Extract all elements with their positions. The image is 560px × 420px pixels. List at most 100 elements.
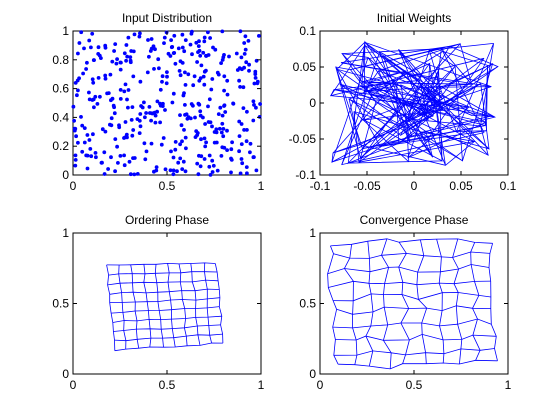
scatter-point [221,126,226,131]
scatter-point [102,172,107,176]
scatter-point [244,139,249,144]
scatter-point [251,155,256,160]
scatter-point [196,172,201,177]
scatter-point [153,120,158,125]
scatter-point [90,31,95,36]
scatter-point [239,142,244,147]
scatter-point [132,32,137,37]
scatter-point [170,100,175,105]
scatter-point [195,161,200,166]
scatter-point [157,66,161,71]
scatter-point [140,105,145,110]
scatter-point [217,126,222,131]
scatter-point [180,139,184,144]
scatter-point [180,167,185,172]
x-tick-label: 0 [70,378,77,392]
x-tick-label: 1 [258,378,265,392]
scatter-point [199,63,204,68]
scatter-point [177,69,182,73]
scatter-point [196,50,200,54]
scatter-point [87,38,92,43]
scatter-point [124,132,129,137]
scatter-point [82,46,86,51]
scatter-point [199,137,203,142]
scatter-point [118,97,123,101]
scatter-point [99,56,103,60]
scatter-point [211,45,215,50]
scatter-point [124,58,128,63]
scatter-point [147,54,151,59]
scatter-point [178,113,182,117]
scatter-point [126,88,131,92]
scatter-point [237,134,242,139]
scatter-point [209,87,214,92]
scatter-point [238,171,243,176]
grid-row-line [109,288,220,295]
y-tick-label: 1 [62,24,69,38]
scatter-point [258,102,262,106]
scatter-point [182,49,187,54]
scatter-point [214,130,219,135]
grid-column-line [335,49,496,159]
scatter-point [85,166,90,171]
y-tick-label: 0.6 [52,82,69,96]
scatter-point [103,76,108,81]
scatter-point [122,89,127,94]
scatter-point [253,69,258,74]
grid-column-line [154,264,164,348]
scatter-point [87,90,91,95]
scatter-point [146,38,150,42]
scatter-point [90,98,95,102]
scatter-point [91,80,96,85]
scatter-point [80,123,85,128]
scatter-point [118,88,123,92]
series-marks [330,40,499,166]
grid-column-line [327,245,339,365]
scatter-point [158,87,163,92]
scatter-point [239,55,244,60]
grid-row-line [332,48,487,154]
scatter-point [210,77,215,81]
scatter-point [225,78,230,83]
x-tick-label: 0.5 [406,378,423,392]
scatter-point [210,170,215,174]
scatter-point [197,39,201,44]
scatter-point [155,99,160,104]
scatter-point [171,155,176,160]
scatter-point [123,120,128,124]
grid-row-line [109,297,220,303]
x-tick-label: 0.5 [159,179,176,193]
y-tick-label: 0 [309,96,316,110]
y-tick-label: 0.4 [52,110,69,124]
scatter-point [211,163,216,168]
scatter-point [158,101,162,106]
axes: 0 0.5 1 0 0.2 0.4 0.6 0.8 1 [52,24,264,193]
grid-row-line [333,348,495,356]
scatter-point [240,161,245,166]
grid-column-line [167,263,176,348]
scatter-point [106,167,110,171]
scatter-point [142,100,146,105]
scatter-point [183,135,188,140]
scatter-point [254,105,258,110]
scatter-point [154,165,159,170]
scatter-point [122,163,127,168]
grid-row-line [113,324,221,332]
scatter-point [73,163,78,168]
grid-row-line [333,251,490,259]
scatter-point [72,118,76,123]
scatter-point [202,39,207,44]
scatter-point [153,113,158,118]
scatter-point [153,47,157,52]
scatter-point [245,127,249,132]
grid-column-line [470,242,481,361]
scatter-point [230,140,235,145]
grid-column-line [436,238,445,364]
scatter-point [234,51,239,56]
scatter-point [179,123,184,128]
scatter-point [182,127,186,132]
scatter-point [105,91,109,96]
scatter-point [214,127,219,132]
scatter-point [223,110,228,114]
